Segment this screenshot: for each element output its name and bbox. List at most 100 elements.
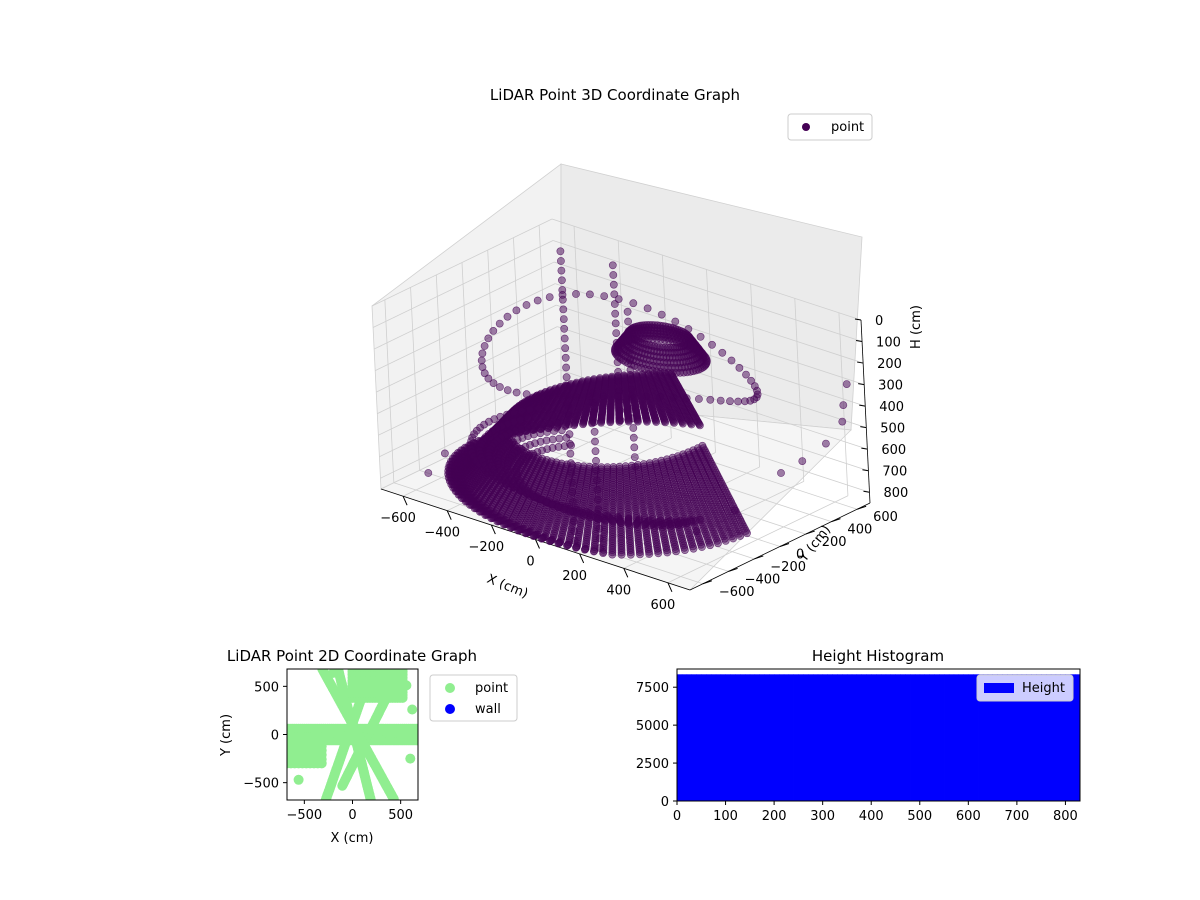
chart-2d: LiDAR Point 2D Coordinate Graph −500 0 500…	[219, 647, 518, 846]
point-arc	[590, 547, 598, 556]
point-lower-arc	[566, 507, 575, 516]
point-arc	[736, 532, 745, 540]
point-lower-arc	[553, 418, 561, 427]
point-arc	[599, 549, 607, 557]
chart-3d-points	[424, 247, 851, 559]
point-arc	[615, 417, 624, 426]
point-lower-arc	[601, 516, 610, 525]
point-lower-arc	[573, 509, 581, 518]
point-arc	[546, 537, 554, 546]
z-tick-label: 700	[882, 465, 907, 480]
point-ring	[512, 388, 521, 397]
point-arc	[554, 539, 563, 548]
point-arc	[721, 537, 730, 545]
point-lower-arc	[555, 434, 564, 443]
z-tick-label: 0	[875, 314, 883, 329]
point-ring	[696, 332, 705, 341]
point-lower-arc	[646, 521, 655, 530]
point-column	[611, 319, 620, 328]
point-column	[624, 317, 632, 326]
point-column	[566, 449, 575, 458]
point-lower-arc	[531, 413, 540, 421]
point-column	[591, 437, 599, 446]
point-ring	[489, 379, 498, 387]
point-arc	[624, 417, 633, 426]
x-tick-label: 200	[562, 569, 587, 584]
point-ring	[477, 356, 486, 365]
point-lower-arc	[587, 513, 595, 522]
point-cluster	[694, 365, 703, 374]
point-arc	[606, 418, 615, 427]
point-ring	[727, 356, 736, 365]
point-outlier	[822, 439, 830, 448]
point-lower-arc	[516, 416, 525, 424]
point-lower-arc	[524, 414, 532, 423]
point-ring	[708, 340, 716, 349]
point-ring	[533, 296, 542, 305]
chart-2d-points	[287, 669, 418, 800]
chart-2d-title: LiDAR Point 2D Coordinate Graph	[227, 647, 477, 665]
point-arc	[652, 418, 661, 426]
point-column	[630, 443, 639, 452]
point-ring	[600, 292, 609, 300]
x-tick-label: −200	[468, 540, 504, 555]
point-lower-arc	[543, 428, 551, 436]
point-column	[559, 315, 568, 323]
point-column	[562, 363, 570, 372]
point-arc	[636, 550, 644, 559]
point-ring	[572, 290, 580, 298]
point-lower-arc	[675, 521, 683, 529]
point-lower-arc	[550, 427, 559, 435]
gridline-y-side	[513, 237, 523, 421]
point-arc	[570, 421, 578, 430]
point-outlier	[692, 527, 701, 536]
point-arc	[687, 420, 696, 429]
point-column	[623, 307, 632, 316]
point-outlier	[730, 506, 739, 515]
point-ring	[495, 319, 504, 328]
point-ring	[503, 312, 512, 321]
point-ring	[657, 310, 666, 319]
point-ring	[495, 383, 504, 391]
point-ring	[695, 395, 703, 403]
gridline-x-back	[794, 298, 805, 482]
y-tick-label: 400	[847, 523, 872, 538]
chart-3d-zlabel: H (cm)	[909, 305, 924, 349]
point-arc	[537, 534, 546, 543]
point-arc	[597, 418, 605, 427]
point-lower-arc	[624, 520, 633, 528]
chart-3d-xlabel: X (cm)	[485, 572, 530, 602]
x-tick-label: 0	[526, 555, 534, 570]
point-arc	[679, 419, 687, 428]
point-outlier	[424, 469, 433, 477]
point-arc	[588, 419, 596, 428]
point-arc	[689, 544, 698, 553]
gridline-x-back	[706, 269, 716, 453]
point-lower-arc	[557, 426, 566, 435]
point-outlier	[440, 449, 449, 458]
point-lower-arc	[530, 421, 538, 430]
point-lower-arc	[668, 521, 677, 530]
point-lower-arc	[580, 511, 588, 520]
point-lower-arc	[548, 411, 557, 420]
point-column	[610, 290, 619, 299]
point-lower-arc	[609, 517, 618, 526]
z-tick-label: 300	[878, 379, 903, 394]
legend-point-marker	[802, 123, 810, 131]
point-arc	[617, 550, 626, 559]
chart-3d-title: LiDAR Point 3D Coordinate Graph	[490, 86, 740, 104]
point-column	[560, 324, 569, 333]
point-arc	[626, 550, 635, 559]
point-column	[557, 266, 566, 275]
point-arc	[580, 545, 589, 554]
point-arc	[521, 529, 530, 538]
point-outlier	[839, 401, 848, 409]
point-arc	[514, 526, 523, 535]
point-lower-arc	[534, 404, 543, 413]
point-ring	[706, 395, 715, 404]
point-ring	[480, 342, 489, 350]
point-arc	[698, 543, 706, 551]
point-column	[590, 427, 599, 436]
z-tick-mark	[863, 490, 870, 493]
gridline-z-side	[379, 369, 560, 458]
